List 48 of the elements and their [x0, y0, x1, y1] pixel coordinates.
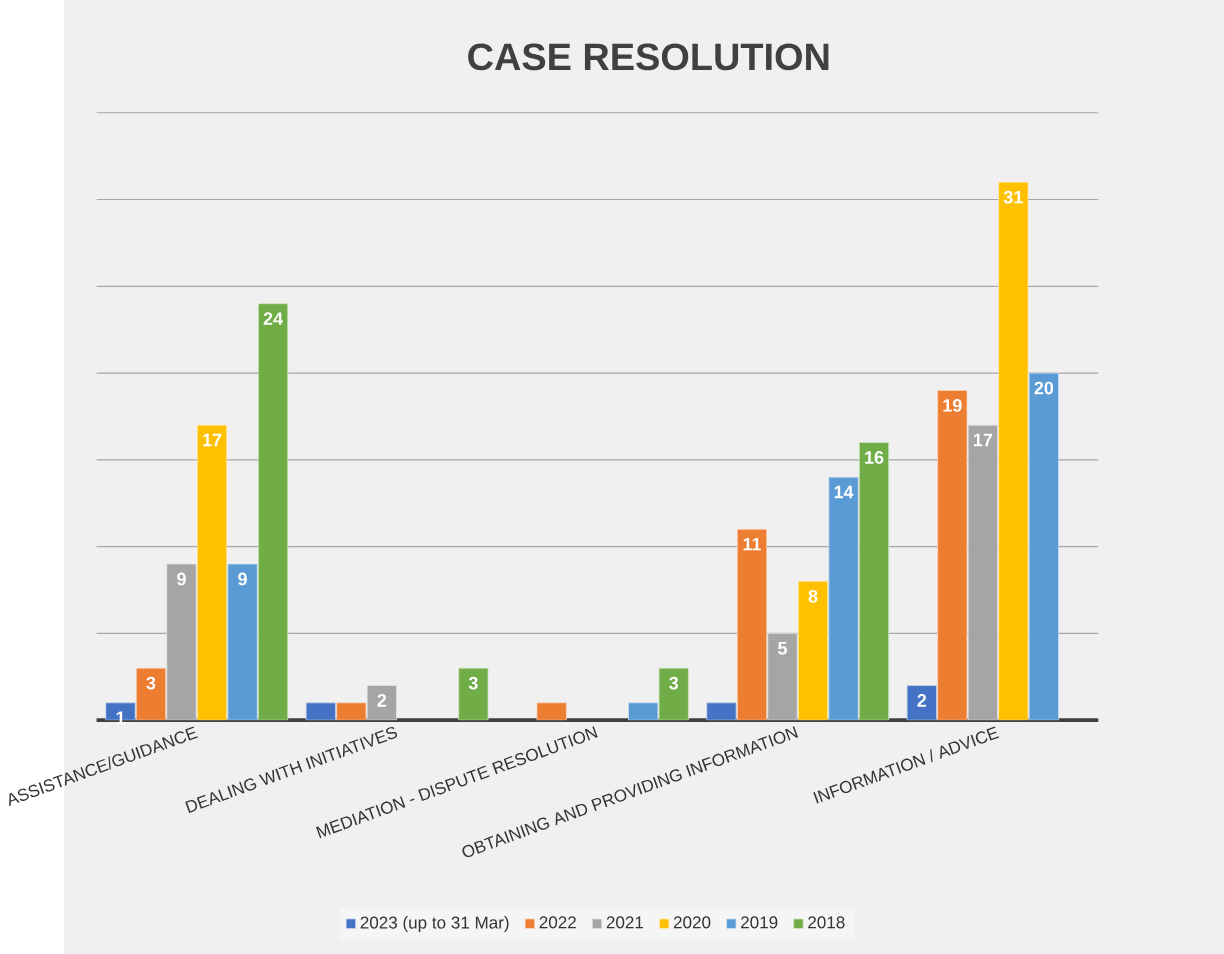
data-label: 1: [116, 711, 125, 724]
bar: [967, 424, 998, 721]
legend-label: 2022: [539, 916, 576, 929]
data-label: 2: [377, 693, 387, 707]
data-label: 3: [468, 676, 478, 690]
data-label: 5: [778, 641, 788, 655]
data-label: 20: [1034, 381, 1054, 395]
legend-label: 2018: [808, 916, 845, 929]
bar: [706, 702, 737, 721]
data-label: 31: [1003, 190, 1023, 204]
bar: [336, 702, 367, 721]
bar: [458, 667, 489, 721]
bar: [227, 563, 258, 721]
data-label: 19: [943, 398, 962, 412]
legend-label: 2023 (up to 31 Mar): [360, 915, 509, 932]
data-label: 3: [669, 676, 679, 690]
bar: [305, 702, 336, 721]
bar: [937, 389, 968, 721]
data-label: 9: [238, 572, 247, 586]
bar: [1028, 372, 1059, 721]
legend-label: 2019: [741, 916, 778, 929]
bar: [658, 667, 689, 721]
data-label: 14: [834, 485, 854, 499]
bar: [628, 702, 659, 721]
data-label: 11: [743, 537, 761, 551]
legend-label: 2020: [673, 916, 711, 929]
bar: [257, 303, 289, 721]
bar: [767, 632, 798, 721]
data-label: 16: [865, 450, 884, 464]
bar: [366, 684, 397, 721]
bar: [906, 684, 937, 721]
bar: [135, 667, 167, 721]
chart-title: CASE RESOLUTION: [468, 43, 829, 71]
bar: [196, 424, 228, 721]
data-label: 8: [808, 589, 818, 603]
data-label: 2: [917, 693, 927, 707]
bar: [797, 580, 829, 721]
bar: [736, 528, 768, 721]
data-label: 3: [146, 676, 156, 690]
bar: [998, 181, 1029, 721]
bar: [828, 476, 859, 721]
bar: [536, 702, 567, 721]
data-label: 17: [973, 433, 993, 447]
bar: [858, 442, 890, 721]
data-label: 9: [177, 572, 186, 586]
data-label: 24: [263, 312, 283, 325]
legend-label: 2021: [606, 916, 644, 929]
data-label: 17: [203, 433, 222, 447]
